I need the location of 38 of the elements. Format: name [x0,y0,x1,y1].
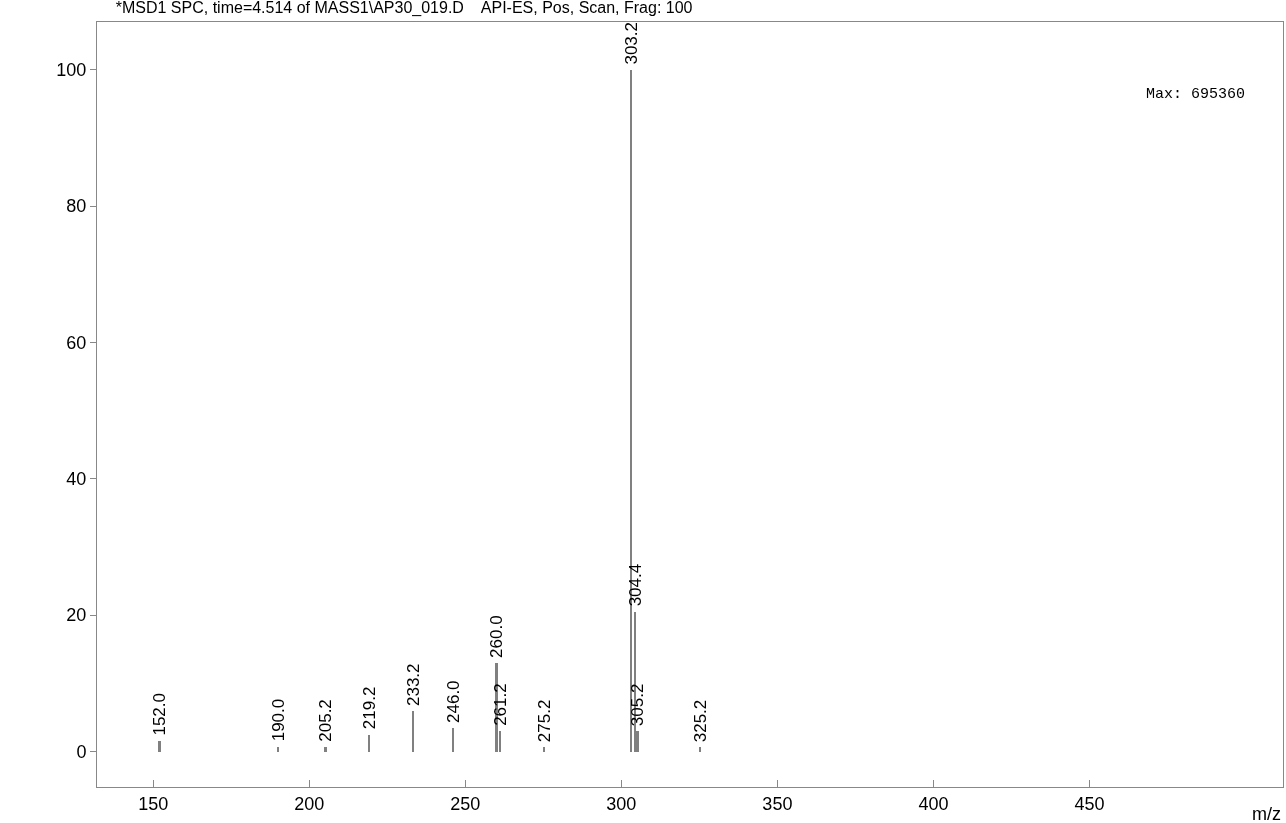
annotation: 303.2 [622,22,642,65]
x-tick-label: 200 [294,793,325,814]
annotation: 305.2 [627,683,647,727]
bar [543,747,545,752]
annotation: 219.2 [360,686,380,730]
y-tick-label: 20 [66,605,87,626]
bar [699,747,701,752]
bar [412,711,414,752]
y-tick-label: 100 [56,60,87,81]
x-tick-label: 350 [762,793,793,814]
annotation: 304.4 [625,563,645,607]
y-tick-label: 80 [66,196,87,217]
x-tick-label: 150 [138,793,169,814]
y-tick-label: 0 [76,741,87,762]
annotation: 275.2 [534,699,554,743]
bar [630,70,632,752]
annotation: 325.2 [690,699,710,743]
bar [452,728,454,752]
annotation: Max: 695360 [1146,86,1246,103]
y-tick-label: 60 [66,332,87,353]
annotation: 261.2 [490,683,510,726]
x-tick-label: 450 [1074,793,1105,814]
bar [324,747,327,752]
x-tick-label: 400 [918,793,949,814]
y-tick-label: 40 [66,469,87,490]
bar [277,747,279,752]
chart-title: *MSD1 SPC, time=4.514 of MASS1\AP30_019.D API-ES, Pos, Scan, Frag: 100 [115,0,693,17]
annotation: 190.0 [268,698,288,742]
x-axis-title: m/z [1252,804,1281,823]
bar [368,735,370,752]
annotation: 260.0 [487,615,507,658]
x-tick-label: 300 [606,793,637,814]
annotation: 246.0 [443,680,463,723]
annotation: 152.0 [150,693,170,736]
annotation: 233.2 [403,663,423,706]
annotation: 205.2 [316,699,336,742]
bar [158,741,161,752]
x-tick-label: 250 [450,793,481,814]
